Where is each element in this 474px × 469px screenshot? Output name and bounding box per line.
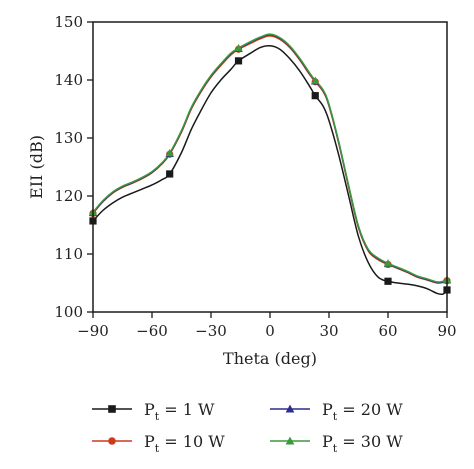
legend-marker (285, 404, 295, 413)
y-tick-label: 140 (54, 71, 83, 89)
legend-marker (285, 436, 295, 445)
legend-item-4: Pt = 30 W (270, 432, 403, 455)
legend-label: Pt = 20 W (322, 400, 403, 423)
data-point-s4-4 (311, 76, 320, 84)
series-line-2 (92, 35, 448, 284)
y-tick-label: 130 (54, 129, 83, 147)
legend-item-1: Pt = 1 W (92, 400, 215, 423)
legend-label: Pt = 1 W (144, 400, 215, 423)
legend-item-2: Pt = 10 W (92, 432, 225, 455)
y-tick-label: 100 (54, 303, 83, 321)
data-point-s4-5 (383, 259, 393, 267)
x-axis-title: Theta (deg) (223, 349, 317, 368)
y-tick-label: 120 (54, 187, 83, 205)
data-point-s1-4 (311, 92, 319, 100)
x-tick-label: −30 (195, 322, 227, 340)
y-tick-label: 110 (54, 245, 83, 263)
x-tick-label: 30 (319, 322, 338, 340)
y-axis-ticks: 100 110 120 130 140 150 (54, 13, 93, 321)
x-axis-ticks: −90 −60 −30 0 30 60 90 (77, 312, 457, 340)
legend: Pt = 1 W Pt = 10 W Pt = 20 W Pt = 30 W (92, 400, 403, 455)
legend-marker (108, 437, 116, 445)
y-axis-title: EII (dB) (27, 135, 46, 199)
data-point-s4-2 (165, 148, 174, 157)
plot-frame (92, 21, 448, 313)
data-point-s1-5 (384, 277, 392, 285)
x-tick-label: 90 (437, 322, 456, 340)
data-point-s4-3 (234, 43, 243, 52)
legend-marker (108, 405, 116, 413)
x-tick-label: 0 (265, 322, 275, 340)
legend-label: Pt = 30 W (322, 432, 403, 455)
series-lines (92, 33, 448, 296)
series-line-1 (92, 44, 448, 296)
series-markers (88, 43, 452, 294)
x-tick-label: −60 (136, 322, 168, 340)
legend-label: Pt = 10 W (144, 432, 225, 455)
y-tick-label: 150 (54, 13, 83, 31)
series-line-3 (92, 34, 448, 284)
series-line-4 (92, 33, 448, 283)
x-tick-label: 60 (378, 322, 397, 340)
legend-item-3: Pt = 20 W (270, 400, 403, 423)
data-point-s1-3 (234, 57, 243, 65)
data-point-s1-2 (166, 170, 174, 178)
x-tick-label: −90 (77, 322, 109, 340)
